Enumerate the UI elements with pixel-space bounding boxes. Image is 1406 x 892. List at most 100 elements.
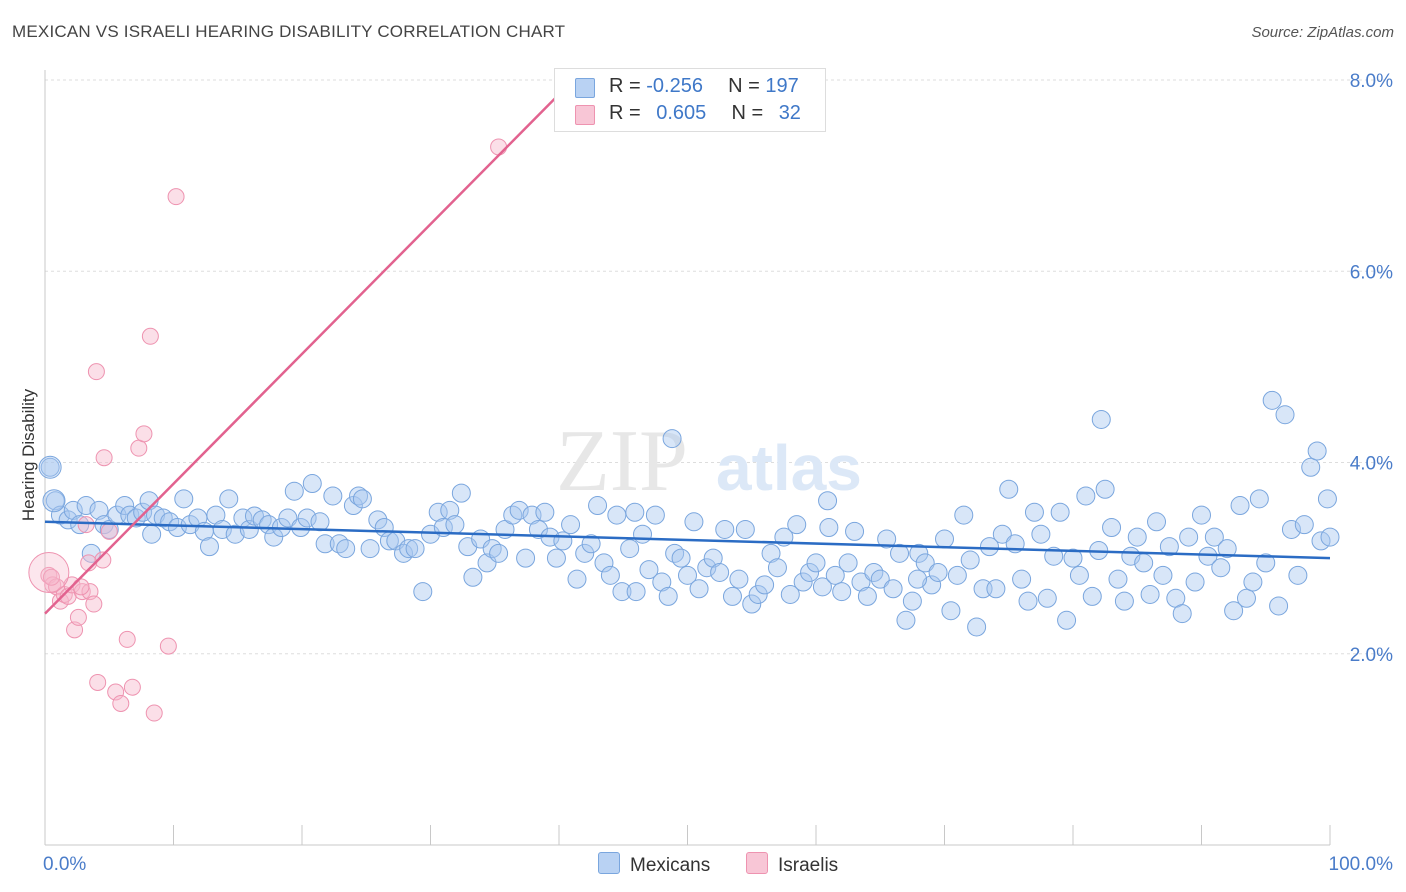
- legend-r-value-israelis: 0.605: [656, 102, 707, 124]
- mexicans-point-167: [1114, 591, 1134, 611]
- mexicans-point-41: [302, 474, 322, 494]
- mexicans-point-194: [1288, 565, 1308, 585]
- mexicans-point-77: [535, 502, 555, 522]
- mexicans-point-157: [1050, 502, 1070, 522]
- mexicans-point-88: [607, 505, 627, 525]
- mexicans-point-152: [1018, 591, 1038, 611]
- mexicans-point-21: [174, 489, 194, 509]
- trend-layer: [44, 93, 1331, 615]
- mexicans-point-199: [1320, 527, 1340, 547]
- mexicans-point-197: [1307, 441, 1327, 461]
- mexicans-point-3: [58, 510, 78, 530]
- israelis-trend-line: [44, 93, 560, 615]
- mexicans-point-101: [689, 579, 709, 599]
- mexicans-point-109: [742, 594, 762, 614]
- israelis-point-17: [100, 522, 118, 540]
- mexicans-point-173: [1153, 565, 1173, 585]
- israelis-point-21: [123, 678, 141, 696]
- mexicans-point-8: [89, 500, 109, 520]
- mexicans-point-37: [278, 508, 298, 528]
- mexicans-point-51: [368, 510, 388, 530]
- mexicans-point-66: [463, 567, 483, 587]
- bottom-legend-label-mexicans: Mexicans: [630, 855, 711, 876]
- mexicans-point-186: [1236, 588, 1256, 608]
- chart-source: Source: ZipAtlas.com: [1251, 24, 1394, 41]
- mexicans-point-140: [941, 601, 961, 621]
- mexicans-point-58: [413, 582, 433, 602]
- mexicans-point-205: [818, 491, 838, 511]
- mexicans-point-187: [1243, 572, 1263, 592]
- mexicans-point-135: [909, 543, 929, 563]
- mexicans-point-28: [219, 489, 239, 509]
- mexicans-trend-line: [44, 520, 1331, 560]
- israelis-point-27: [167, 188, 185, 206]
- mexicans-point-62: [440, 500, 460, 520]
- mexicans-point-189: [1256, 553, 1276, 573]
- mexicans-point-1: [45, 491, 65, 511]
- israelis-point-8: [69, 608, 87, 626]
- mexicans-point-154: [1031, 524, 1051, 544]
- mexicans-point-169: [1127, 527, 1147, 547]
- legend-text-israelis: R = 0.605 N = 32: [609, 102, 801, 125]
- mexicans-point-108: [735, 519, 755, 539]
- israelis-point-28: [490, 138, 508, 156]
- mexicans-point-196: [1301, 457, 1321, 477]
- chart-title: MEXICAN VS ISRAELI HEARING DISABILITY CO…: [12, 22, 566, 41]
- mexicans-point-82: [567, 569, 587, 589]
- mexicans-point-105: [715, 519, 735, 539]
- mexicans-point-176: [1172, 604, 1192, 624]
- israelis-point-10: [77, 516, 95, 534]
- mexicans-point-192: [1275, 405, 1295, 425]
- mexicans-point-134: [902, 591, 922, 611]
- mexicans-point-70: [489, 543, 509, 563]
- mexicans-point-158: [1057, 610, 1077, 630]
- israelis-point-16: [95, 449, 113, 467]
- mexicans-point-4: [63, 500, 83, 520]
- y-axis-label: Hearing Disability: [19, 388, 38, 521]
- mexicans-point-42: [310, 512, 330, 532]
- mexicans-point-98: [671, 548, 691, 568]
- mexicans-point-106: [722, 586, 742, 606]
- mexicans-point-120: [812, 577, 832, 597]
- stats-legend: R = -0.256 N = 197 R = 0.605 N = 32: [554, 68, 826, 132]
- mexicans-point-133: [896, 610, 916, 630]
- mexicans-point-26: [206, 505, 226, 525]
- mexicans-point-102: [697, 558, 717, 578]
- mexicans-point-172: [1147, 512, 1167, 532]
- mexicans-point-165: [1102, 518, 1122, 538]
- mexicans-point-83: [575, 543, 595, 563]
- mexicans-point-27: [212, 519, 232, 539]
- mexicans-point-117: [793, 572, 813, 592]
- mexicans-point-155: [1037, 588, 1057, 608]
- watermark: ZIP atlas: [556, 413, 862, 510]
- mexicans-point-156: [1044, 546, 1064, 566]
- mexicans-point-76: [528, 519, 548, 539]
- mexicans-point-110: [748, 584, 768, 604]
- mexicans-point-20: [167, 518, 187, 538]
- y-tick-label-1: 4.0%: [1350, 454, 1393, 475]
- mexicans-point-174: [1159, 537, 1179, 557]
- legend-r-value-mexicans: -0.256: [646, 75, 703, 97]
- mexicans-point-200: [662, 429, 682, 449]
- mexicans-point-162: [1082, 586, 1102, 606]
- israelis-point-26: [159, 637, 177, 655]
- israelis-point-31: [42, 568, 60, 586]
- mexicans-point-85: [588, 496, 608, 516]
- mexicans-point-90: [620, 539, 640, 559]
- mexicans-point-149: [999, 479, 1019, 499]
- mexicans-point-104: [710, 562, 730, 582]
- mexicans-point-184: [1224, 601, 1244, 621]
- mexicans-point-141: [947, 565, 967, 585]
- mexicans-point-29: [225, 524, 245, 544]
- mexicans-point-86: [594, 553, 614, 573]
- mexicans-point-60: [428, 502, 448, 522]
- israelis-point-14: [87, 363, 105, 381]
- y-tick-label-3: 8.0%: [1350, 71, 1393, 92]
- mexicans-point-191: [1269, 596, 1289, 616]
- israelis-point-22: [130, 439, 148, 457]
- mexicans-point-94: [645, 505, 665, 525]
- israelis-point-20: [118, 630, 136, 648]
- bottom-legend-mexicans: Mexicans: [598, 852, 710, 877]
- mexicans-point-129: [870, 569, 890, 589]
- israelis-point-23: [135, 425, 153, 443]
